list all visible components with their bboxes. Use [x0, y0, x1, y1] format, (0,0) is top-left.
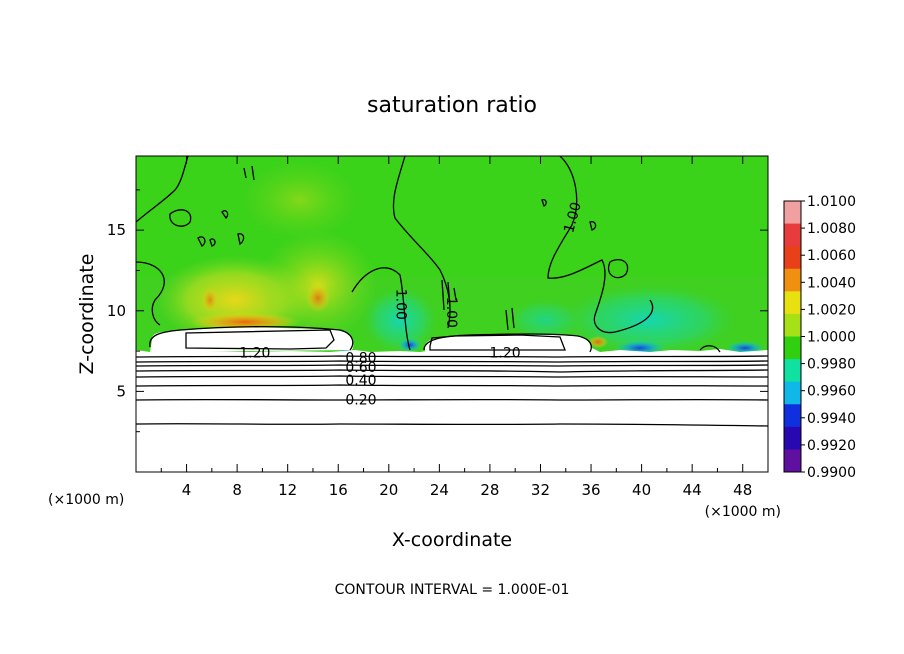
contour-line-0.60	[136, 364, 768, 367]
contour-label: 1.20	[239, 346, 270, 362]
colorbar-label: 1.0080	[807, 221, 856, 237]
colorbar-label: 0.9940	[807, 411, 856, 427]
contour-line-1.20-left	[185, 329, 335, 350]
field-cyan-region-center	[360, 285, 440, 355]
x-tick-label: 4	[182, 481, 192, 499]
y-tick-label: 5	[116, 382, 126, 400]
x-tick-label: 24	[430, 481, 449, 499]
contour-line-1.00-upper-left-loop	[169, 209, 192, 227]
field-cyan-region-mid-right	[505, 298, 585, 342]
colorbar-swatch	[784, 313, 801, 337]
contour-label: 1.00	[392, 289, 408, 320]
contour-line-0.10	[136, 423, 768, 427]
colorbar-swatch	[784, 359, 801, 383]
x-tick-label: 12	[278, 481, 297, 499]
contour-line-1.00-small-a	[243, 165, 255, 181]
colorbar-swatch	[784, 291, 801, 315]
contour-line-0.30	[136, 384, 768, 387]
y-tick-label: 10	[107, 302, 126, 320]
contour-line-0.50	[136, 369, 768, 373]
contour-line-1.00-cloud-left	[149, 325, 354, 351]
cloud-region-left	[150, 327, 354, 352]
contour-line-1.00-right-top	[547, 156, 654, 334]
colorbar-label: 1.0020	[807, 302, 856, 318]
contour-line-1.20-right	[429, 334, 566, 351]
colorbar-swatch	[784, 223, 801, 247]
x-axis-title: X-coordinate	[392, 529, 512, 551]
colorbar-swatch	[784, 381, 801, 405]
contour-line-1.00-small-e	[541, 198, 597, 231]
contour-line-0.80	[136, 355, 768, 358]
colorbar-swatch	[784, 336, 801, 360]
colorbar-swatch	[784, 268, 801, 292]
field-orange-region-mid	[306, 284, 330, 312]
contour-line-0.70	[136, 360, 768, 363]
contour-label: 1.20	[490, 346, 521, 362]
low-level-white-region	[136, 352, 768, 472]
colorbar-label: 1.0100	[807, 194, 856, 210]
colorbar-label: 1.0000	[807, 330, 856, 346]
colorbar-label: 1.0040	[807, 275, 856, 291]
field-yellow-region-top	[240, 160, 360, 240]
colorbar-label: 0.9920	[807, 438, 856, 454]
x-tick-label: 28	[480, 481, 499, 499]
chart-title: saturation ratio	[367, 93, 537, 118]
contour-labels: 1.20 1.20 0.800.600.40 0.20 1.00 1.00 1.00	[239, 200, 585, 408]
colorbar-swatch	[784, 449, 801, 473]
contour-label: 0.20	[345, 392, 376, 408]
x-axis: 4 8 12 16 20 24 28 32 36 40 44 48	[160, 156, 752, 499]
x-axis-unit: (×1000 m)	[705, 504, 781, 520]
x-tick-label: 48	[733, 481, 752, 499]
contour-line-1.00-left-bubble	[136, 261, 165, 326]
contour-label: 1.00	[443, 297, 459, 328]
contour-line-1.00-center-left	[351, 267, 411, 351]
x-tick-label: 36	[581, 481, 600, 499]
field-orange-region-small	[202, 288, 218, 312]
x-tick-label: 16	[329, 481, 348, 499]
field-blue-region-3	[398, 338, 422, 352]
y-tick-label: 15	[107, 221, 126, 239]
colorbar-label: 0.9900	[807, 465, 856, 481]
cloud-region-right	[424, 334, 591, 352]
contour-label: 0.80	[345, 351, 376, 367]
contour-label: 1.00	[561, 200, 585, 234]
x-tick-label: 32	[531, 481, 550, 499]
contour-line-1.00-small-c	[441, 279, 457, 311]
contour-line-1.00-right-small-loop	[607, 259, 629, 279]
y-axis-unit: (×1000 m)	[48, 492, 124, 508]
contour-interval-note: CONTOUR INTERVAL = 1.000E-01	[335, 582, 570, 598]
plot-frame	[135, 155, 769, 473]
x-tick-label: 20	[379, 481, 398, 499]
field-orange-spot-cloud-right	[588, 336, 608, 348]
contour-line-1.00-cloud-right	[423, 333, 592, 353]
colorbar-label: 1.0060	[807, 248, 856, 264]
colorbar-swatch	[784, 246, 801, 270]
colorbar-label: 0.9960	[807, 384, 856, 400]
contour-label: 0.40	[345, 373, 376, 389]
contour-label: 0.60	[345, 360, 376, 376]
x-tick-label: 40	[632, 481, 651, 499]
contour-lines	[136, 156, 768, 427]
colorbar-label: 0.9980	[807, 357, 856, 373]
contour-line-1.00-small-b	[197, 210, 245, 247]
x-tick-label: 8	[232, 481, 242, 499]
colorbar: 1.0100 1.0080 1.0060 1.0040 1.0020 1.0000 0.99…	[783, 194, 856, 481]
colorbar-swatch	[784, 404, 801, 428]
cloud-top-white-edge	[136, 347, 768, 355]
contour-line-1.00-far-right	[699, 345, 721, 353]
y-axis-title: Z-coordinate	[76, 254, 98, 375]
contour-line-1.00-small-d	[505, 307, 515, 331]
contour-line-1.00-upper-left	[136, 156, 189, 223]
y-axis: 5 10 15	[107, 189, 768, 433]
colorbar-swatch	[784, 201, 801, 225]
colorbar-swatch	[784, 426, 801, 450]
contour-line-0.40	[136, 375, 768, 378]
x-tick-label: 44	[683, 481, 702, 499]
